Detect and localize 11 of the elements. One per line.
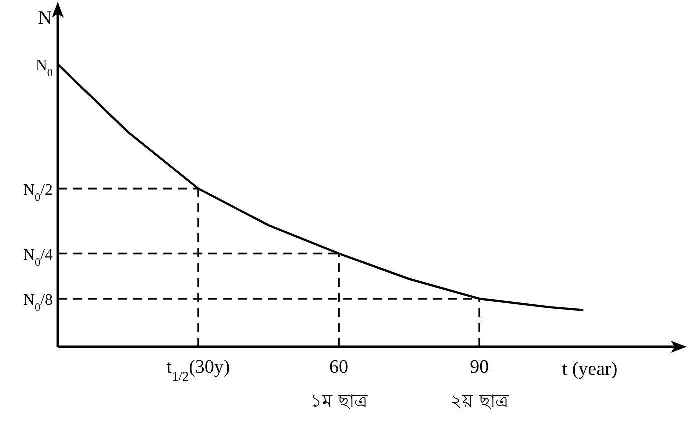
x-label: t (year) (562, 359, 618, 380)
annotation: ১ম ছাত্র (310, 391, 368, 412)
annotation: N$_{0}$/8 (23, 292, 53, 314)
annotation: N$_{0}$ (36, 58, 53, 80)
annotation: N$_{0}$/2 (23, 182, 53, 204)
x-tick-label: t$_{1/2}$(30y) (166, 357, 230, 384)
x-tick-label: 60 (330, 357, 349, 378)
y-label: N (38, 8, 52, 29)
annotation: N$_{0}$/4 (23, 246, 53, 269)
annotation: ২য় ছাত্র (450, 391, 508, 412)
x-tick-label: 90 (470, 357, 490, 378)
